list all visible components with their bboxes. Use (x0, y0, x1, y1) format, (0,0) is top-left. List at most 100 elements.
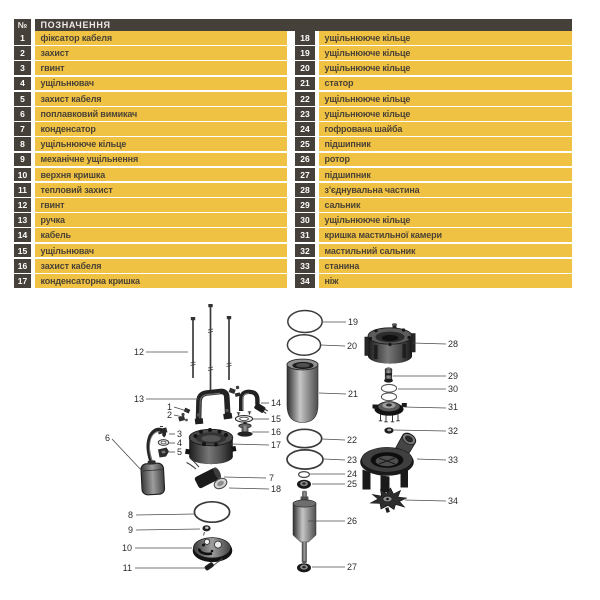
part-31-oil-chamber-cover (372, 401, 407, 423)
row-number: 27 (295, 167, 315, 182)
part-26-rotor (292, 490, 317, 563)
table-row: 26 ротор (295, 152, 572, 167)
table-row: 16 захист кабеля (14, 258, 287, 273)
callout-number-22: 22 (347, 435, 357, 445)
callout-number-3: 3 (177, 429, 182, 439)
row-number: 10 (14, 167, 31, 182)
row-label: ущільнююче кільце (34, 137, 287, 152)
row-number: 18 (295, 31, 315, 45)
row-number: 22 (295, 91, 315, 106)
part-32-oil-seal (384, 427, 394, 434)
callout-number-25: 25 (347, 479, 357, 489)
table-row: 17 конденсаторна кришка (14, 274, 287, 288)
table-row: 33 станина (295, 258, 572, 273)
callout-line-28 (412, 342, 447, 345)
table-row: 2 захист (14, 46, 287, 60)
row-number: 16 (14, 258, 31, 273)
callout-number-16: 16 (271, 427, 281, 437)
callout-number-28: 28 (448, 339, 458, 349)
row-number: 13 (14, 213, 31, 228)
table-row: 31 кришка мастильної камери (295, 228, 572, 243)
callout-number-20: 20 (347, 341, 357, 351)
table-row: 14 кабель (14, 228, 287, 243)
table-row: 3 гвинт (14, 61, 287, 76)
part-15-seal (234, 411, 254, 423)
callout-number-34: 34 (448, 496, 458, 506)
callout-number-19: 19 (348, 317, 358, 327)
row-number: 4 (14, 76, 31, 91)
row-number: 34 (295, 274, 315, 288)
part-19-oring (287, 309, 323, 334)
row-number: 3 (14, 61, 31, 76)
table-row: 7 конденсатор (14, 122, 287, 136)
callout-line-32 (393, 429, 447, 432)
parts-table-left-column: 1 фіксатор кабеля 2 захист 3 гвинт 4 ущільнювач… (14, 31, 287, 289)
table-row: 13 ручка (14, 213, 287, 228)
table-header-number: № (14, 19, 31, 31)
callout-line-9 (135, 528, 201, 531)
part-23-oring (286, 449, 324, 470)
row-number: 8 (14, 137, 31, 152)
row-number: 2 (14, 46, 31, 60)
row-label: статор (318, 76, 572, 91)
table-row: 34 ніж (295, 274, 572, 288)
callout-line-6 (111, 438, 144, 473)
table-row: 12 гвинт (14, 198, 287, 212)
callout-number-1: 1 (167, 402, 172, 412)
table-row: 18 ущільнююче кільце (295, 31, 572, 45)
row-label: захист (34, 46, 287, 60)
row-number: 1 (14, 31, 31, 45)
part-16-cable-protect (237, 421, 253, 437)
callout-line-8 (135, 513, 196, 516)
table-row: 20 ущільнююче кільце (295, 61, 572, 76)
row-label: фіксатор кабеля (34, 31, 287, 45)
part-18-oring (213, 477, 228, 490)
row-number: 20 (295, 61, 315, 76)
row-number: 25 (295, 137, 315, 152)
row-label: підшипник (318, 137, 572, 152)
row-number: 11 (14, 182, 31, 197)
part-1-2-cable-fixator (178, 385, 241, 422)
callout-number-7: 7 (269, 473, 274, 483)
callout-line-34 (404, 499, 447, 502)
row-label: підшипник (318, 167, 572, 182)
part-25-bearing (297, 479, 311, 489)
row-label: ущільнююче кільце (318, 106, 572, 121)
callout-number-5: 5 (177, 447, 182, 457)
callout-number-9: 9 (128, 525, 133, 535)
table-row: 25 підшипник (295, 137, 572, 152)
table-row: 29 сальник (295, 198, 572, 212)
callout-number-29: 29 (448, 371, 458, 381)
callout-number-21: 21 (348, 389, 358, 399)
row-label: механічне ущільнення (34, 152, 287, 167)
row-number: 23 (295, 106, 315, 121)
part-12-screws (190, 304, 232, 390)
callout-line-17 (230, 443, 270, 446)
table-row: 1 фіксатор кабеля (14, 31, 287, 45)
part-27-bearing (297, 563, 311, 573)
part-29-gland (384, 367, 393, 383)
callout-line-23 (323, 458, 346, 461)
part-13-handle (194, 388, 233, 425)
row-label: ущільнююче кільце (318, 61, 572, 76)
part-28-connecting-part (364, 323, 416, 364)
callout-number-33: 33 (448, 455, 458, 465)
row-number: 17 (14, 274, 31, 288)
row-label: ущільнююче кільце (318, 46, 572, 60)
table-row: 23 ущільнююче кільце (295, 106, 572, 121)
row-label: поплавковий вимикач (34, 106, 287, 121)
row-label: з'єднувальна частина (318, 182, 572, 197)
part-20-oring (286, 334, 322, 356)
part-9-mech-seal (202, 525, 211, 536)
row-number: 33 (295, 258, 315, 273)
part-33-base (360, 432, 417, 493)
row-label: ущільнювач (34, 243, 287, 258)
callout-line-7 (223, 476, 267, 479)
row-label: станина (318, 258, 572, 273)
row-label: гвинт (34, 198, 287, 212)
table-row: 6 поплавковий вимикач (14, 106, 287, 121)
row-number: 28 (295, 182, 315, 197)
table-row: 22 ущільнююче кільце (295, 91, 572, 106)
row-number: 26 (295, 152, 315, 167)
